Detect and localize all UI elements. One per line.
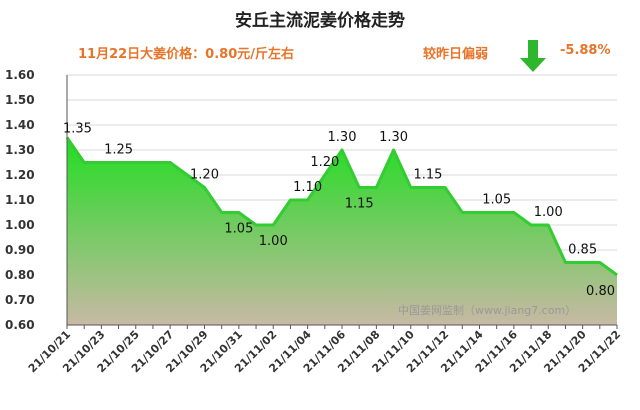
area-series [65, 136, 618, 325]
area-fill [67, 137, 617, 325]
price-subtitle: 11月22日大姜价格：0.80元/斤左右 [78, 47, 295, 62]
data-label: 1.00 [259, 234, 288, 249]
data-label: 1.30 [379, 130, 408, 145]
data-label: 1.10 [293, 180, 322, 195]
y-tick-label: 1.20 [5, 168, 35, 182]
data-label: 0.85 [568, 243, 597, 258]
watermark: 中国姜网监制（www.jiang7.com） [398, 303, 576, 317]
data-label: 1.35 [63, 122, 92, 137]
y-tick-label: 1.30 [5, 143, 35, 157]
comparison-value: -5.88% [560, 43, 611, 58]
y-tick-label: 1.50 [5, 93, 35, 107]
data-label: 1.00 [534, 205, 563, 220]
comparison-label: 较昨日偏弱 [423, 47, 489, 62]
data-label: 0.80 [586, 284, 615, 299]
y-tick-label: 0.60 [5, 318, 35, 332]
data-label: 1.15 [345, 197, 374, 212]
data-labels: 1.35 1.25 1.20 1.05 1.00 1.10 1.20 1.30 1.15 1.30… [63, 122, 615, 300]
y-tick-label: 1.00 [5, 218, 35, 232]
data-label: 1.20 [310, 155, 339, 170]
chart-title: 安丘主流泥姜价格走势 [235, 11, 405, 31]
x-axis-ticks: 21/10/2121/10/2321/10/2521/10/2721/10/29… [26, 325, 623, 375]
data-label: 1.05 [224, 222, 253, 237]
down-arrow-icon [520, 40, 546, 72]
y-tick-label: 0.90 [5, 243, 35, 257]
data-label: 1.05 [482, 193, 511, 208]
y-tick-label: 1.10 [5, 193, 35, 207]
y-tick-label: 0.80 [5, 268, 35, 282]
series-line [65, 136, 618, 277]
data-label: 1.25 [104, 143, 133, 158]
data-label: 1.30 [328, 130, 357, 145]
y-tick-label: 0.70 [5, 293, 35, 307]
y-tick-label: 1.60 [5, 68, 35, 82]
data-label: 1.15 [413, 168, 442, 183]
y-tick-label: 1.40 [5, 118, 35, 132]
data-label: 1.20 [190, 168, 219, 183]
y-axis-ticks: 0.60 0.70 0.80 0.90 1.00 1.10 1.20 1.30 1.40 1.50… [5, 68, 35, 332]
